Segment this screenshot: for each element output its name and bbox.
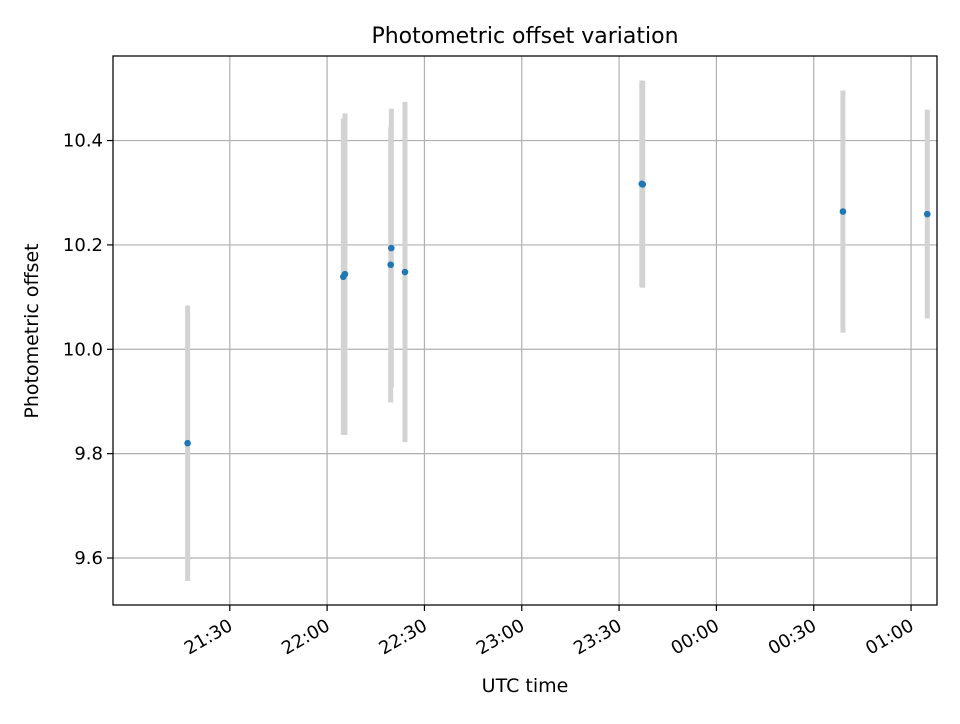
y-axis-label: Photometric offset (21, 243, 43, 418)
y-tick-label: 10.4 (63, 131, 103, 152)
plot-frame (112, 55, 938, 606)
chart-title: Photometric offset variation (371, 24, 678, 49)
data-point (341, 270, 349, 278)
data-points (184, 180, 931, 447)
data-point (401, 268, 409, 276)
y-tick-label: 10.2 (63, 235, 103, 256)
grid-lines (113, 56, 937, 605)
y-tick-label: 9.6 (74, 548, 103, 569)
x-axis-label: UTC time (482, 675, 569, 697)
y-tick-label: 9.8 (74, 444, 103, 465)
y-axis-ticks: 9.6 9.8 10.0 10.2 10.4 (63, 131, 113, 569)
data-point (923, 210, 931, 218)
data-point (839, 208, 847, 215)
data-point (388, 244, 395, 252)
data-point (387, 261, 394, 269)
data-point (639, 181, 647, 188)
y-tick-label: 10.0 (63, 339, 103, 360)
data-point (184, 439, 191, 447)
